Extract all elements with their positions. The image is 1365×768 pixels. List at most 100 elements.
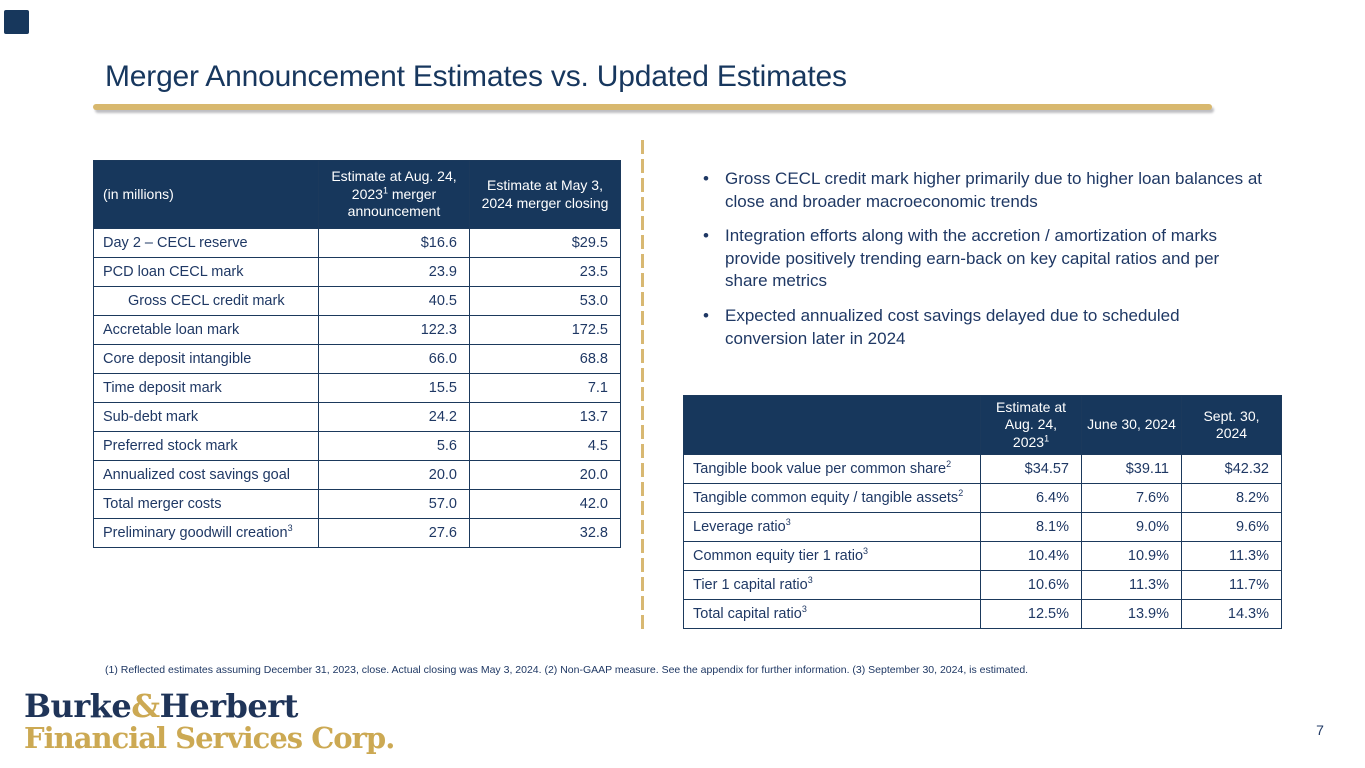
row-value: 9.6% [1181,512,1282,543]
row-label: PCD loan CECL mark [93,257,319,287]
col-header-estimate-aug-2023: Estimate at Aug. 24, 20231 [980,394,1082,456]
table-row: Preliminary goodwill creation3 27.6 32.8 [93,518,621,548]
row-value: 23.5 [469,257,621,287]
row-value: $34.57 [980,454,1082,485]
highlights-list: • Gross CECL credit mark higher primarily… [703,168,1263,362]
row-label: Day 2 – CECL reserve [93,228,319,258]
row-label: Sub-debt mark [93,402,319,432]
table-row: Annualized cost savings goal 20.0 20.0 [93,460,621,490]
page-number: 7 [1316,722,1324,738]
merger-estimates-header-row: (in millions) Estimate at Aug. 24, 20231… [93,160,621,229]
row-value: 15.5 [318,373,470,403]
row-label: Core deposit intangible [93,344,319,374]
col-header-aug-2023-announcement: Estimate at Aug. 24, 20231 merger announ… [318,160,470,229]
merger-estimates-table: (in millions) Estimate at Aug. 24, 20231… [93,160,621,548]
row-value: 10.9% [1081,541,1182,572]
row-value: 23.9 [318,257,470,287]
table-row: Total capital ratio3 12.5% 13.9% 14.3% [683,599,1282,630]
table-row: Time deposit mark 15.5 7.1 [93,373,621,403]
row-value: 11.3% [1181,541,1282,572]
col-header-may-2024-closing: Estimate at May 3, 2024 merger closing [469,160,621,229]
row-value: 10.4% [980,541,1082,572]
footnote: (1) Reflected estimates assuming Decembe… [105,664,1029,676]
row-label: Common equity tier 1 ratio3 [683,541,981,572]
row-value: 11.7% [1181,570,1282,601]
row-label: Preferred stock mark [93,431,319,461]
col-header-blank [683,394,981,456]
row-value: 12.5% [980,599,1082,630]
table-row: Accretable loan mark 122.3 172.5 [93,315,621,345]
merger-estimates-table-body: Day 2 – CECL reserve $16.6 $29.5 PCD loan C… [93,228,621,548]
row-value: 6.4% [980,483,1082,514]
table-row: Tangible book value per common share2 $34… [683,454,1282,485]
row-label: Total capital ratio3 [683,599,981,630]
highlight-bullet: • Gross CECL credit mark higher primarily… [703,168,1263,213]
row-value: 7.6% [1081,483,1182,514]
col-header-in-millions: (in millions) [93,160,319,229]
bullet-text: Gross CECL credit mark higher primarily … [725,169,1263,211]
row-value: 27.6 [318,518,470,548]
row-value: 42.0 [469,489,621,519]
table-row: Tangible common equity / tangible assets… [683,483,1282,514]
row-value: 5.6 [318,431,470,461]
row-label: Tangible common equity / tangible assets… [683,483,981,514]
row-label: Accretable loan mark [93,315,319,345]
row-value: 10.6% [980,570,1082,601]
row-value: 172.5 [469,315,621,345]
row-label: Preliminary goodwill creation3 [93,518,319,548]
row-value: 32.8 [469,518,621,548]
row-label: Tangible book value per common share2 [683,454,981,485]
logo-financial-services-corp: Financial Services Corp. [24,721,395,755]
logo-herbert: Herbert [159,687,299,725]
table-row: Total merger costs 57.0 42.0 [93,489,621,519]
row-label: Time deposit mark [93,373,319,403]
row-value: 7.1 [469,373,621,403]
row-value: 9.0% [1081,512,1182,543]
row-value: 14.3% [1181,599,1282,630]
row-value: 40.5 [318,286,470,316]
row-value: 20.0 [469,460,621,490]
row-value: 8.2% [1181,483,1282,514]
row-value: 13.7 [469,402,621,432]
bullet-text: Integration efforts along with the accre… [725,226,1220,291]
bullet-icon: • [703,306,709,326]
bullet-icon: • [703,169,709,188]
logo-ampersand: & [131,687,160,725]
logo-burke: Burke [24,687,132,725]
table-row: Tier 1 capital ratio3 10.6% 11.3% 11.7% [683,570,1282,601]
company-logo: Burke&Herbert Financial Services Corp. [24,690,395,755]
bullet-icon: • [703,226,709,246]
row-label: Gross CECL credit mark [93,286,319,316]
row-value: $42.32 [1181,454,1282,485]
table-row: Preferred stock mark 5.6 4.5 [93,431,621,461]
highlight-bullet: • Expected annualized cost savings delaye… [703,305,1263,350]
col-header-june-2024: June 30, 2024 [1081,394,1182,456]
row-value: 53.0 [469,286,621,316]
table-row: Sub-debt mark 24.2 13.7 [93,402,621,432]
table-row: Gross CECL credit mark 40.5 53.0 [93,286,621,316]
table-row: Leverage ratio3 8.1% 9.0% 9.6% [683,512,1282,543]
row-value: 20.0 [318,460,470,490]
page-title: Merger Announcement Estimates vs. Update… [105,60,847,93]
table-row: PCD loan CECL mark 23.9 23.5 [93,257,621,287]
col-header-sept-2024: Sept. 30, 2024 [1181,394,1282,456]
row-label: Tier 1 capital ratio3 [683,570,981,601]
row-value: 8.1% [980,512,1082,543]
capital-ratios-table-body: Tangible book value per common share2 $34… [683,454,1282,630]
row-value: 122.3 [318,315,470,345]
logo-burke-herbert: Burke&Herbert [24,690,394,722]
bullet-text: Expected annualized cost savings delayed… [725,306,1180,348]
row-value: $39.11 [1081,454,1182,485]
table-row: Common equity tier 1 ratio3 10.4% 10.9% 11.… [683,541,1282,572]
row-value: $29.5 [469,228,621,258]
row-value: 24.2 [318,402,470,432]
table-row: Core deposit intangible 66.0 68.8 [93,344,621,374]
row-value: 68.8 [469,344,621,374]
row-value: 57.0 [318,489,470,519]
highlight-bullet: • Integration efforts along with the accr… [703,225,1263,293]
section-divider-dashed-line [641,140,644,632]
table-row: Day 2 – CECL reserve $16.6 $29.5 [93,228,621,258]
capital-ratios-table: Estimate at Aug. 24, 20231 June 30, 2024… [683,394,1282,630]
title-underline [93,104,1212,110]
